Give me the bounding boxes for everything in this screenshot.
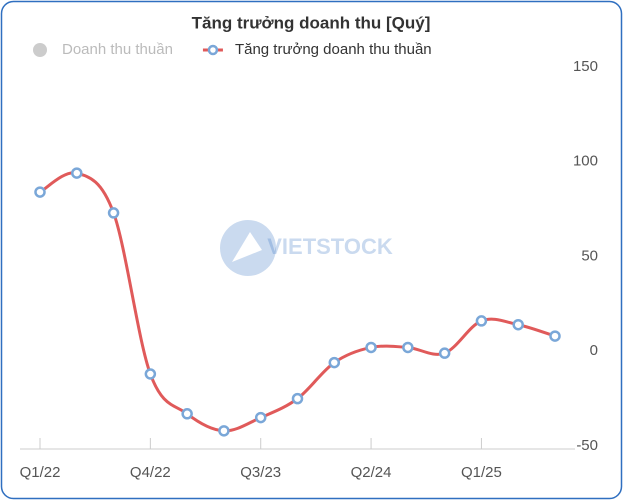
- y-tick-label: 50: [581, 247, 598, 264]
- x-tick-label: Q1/22: [20, 464, 61, 481]
- point: [328, 356, 341, 369]
- x-tick-label: Q3/23: [240, 464, 281, 481]
- x-tick-label: Q2/24: [351, 464, 392, 481]
- y-tick-label: 0: [590, 342, 598, 359]
- series-line: [39, 171, 556, 433]
- point: [107, 207, 120, 219]
- x-tick-label: Q1/25: [461, 464, 502, 481]
- point: [365, 341, 377, 354]
- y-tick-label: -50: [576, 437, 598, 454]
- point: [512, 318, 524, 331]
- point: [71, 167, 83, 179]
- point: [218, 425, 230, 437]
- point: [402, 341, 414, 354]
- y-tick-label: 100: [573, 153, 598, 170]
- point: [438, 347, 451, 359]
- legend-marker: [33, 43, 47, 57]
- y-tick-label: 150: [573, 58, 598, 75]
- chart-title: Tăng trưởng doanh thu [Quý]: [192, 13, 431, 32]
- point: [144, 368, 157, 380]
- point: [291, 392, 304, 405]
- watermark-logo: [220, 220, 276, 276]
- legend-label[interactable]: Doanh thu thuần: [62, 41, 173, 58]
- point: [549, 330, 561, 342]
- x-tick-label: Q4/22: [130, 464, 171, 481]
- watermark: VIETSTOCK: [267, 234, 393, 259]
- point: [181, 408, 193, 420]
- point: [475, 315, 488, 327]
- point: [254, 411, 267, 424]
- point: [34, 186, 46, 198]
- legend-marker: [207, 44, 219, 56]
- legend-label[interactable]: Tăng trưởng doanh thu thuần: [235, 41, 432, 58]
